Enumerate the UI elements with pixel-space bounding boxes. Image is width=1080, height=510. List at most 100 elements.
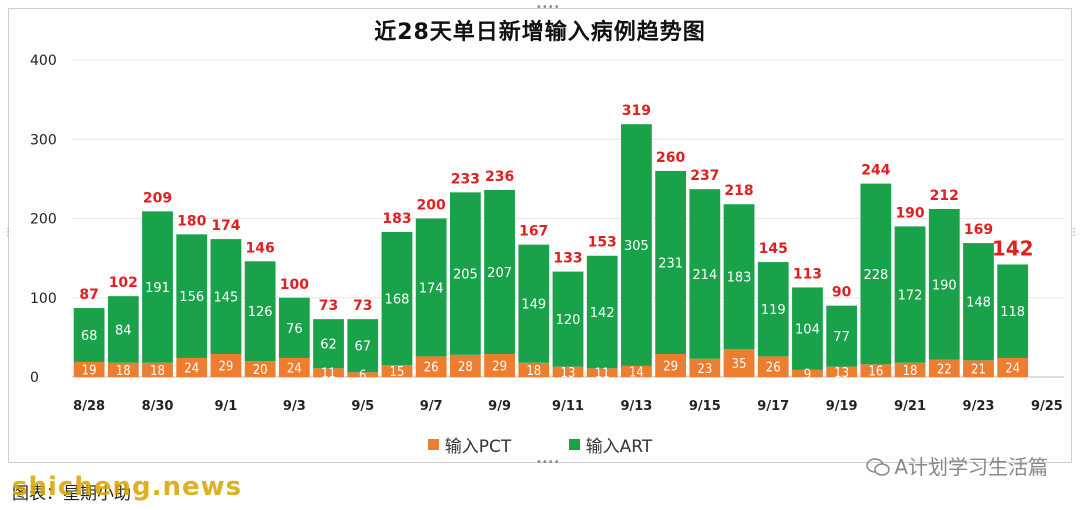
data-label-art: 148 [966,296,991,311]
chart-caption: 图表：星期小助 [12,484,131,504]
bar-art [963,243,994,361]
bar-pct [142,362,173,377]
data-label-pct: 21 [971,363,986,378]
bar-pct [552,366,584,377]
data-label-total: 142 [992,236,1034,260]
data-label-total: 209 [143,190,172,206]
data-labels: 1968871884102181912092415618029145174201… [79,103,1033,383]
x-tick-label: 9/21 [894,399,926,414]
bar-pct [723,349,755,377]
data-label-total: 90 [832,285,852,301]
bar-art [313,319,344,369]
x-tick-label: 9/11 [552,399,584,414]
bar-pct [415,356,447,377]
x-tick-label: 9/17 [757,399,789,414]
bar-art [826,305,858,367]
data-label-pct: 35 [732,357,747,372]
data-label-total: 180 [177,213,206,229]
data-label-art: 191 [145,281,170,296]
data-label-pct: 28 [458,360,473,375]
resize-handle-top[interactable]: •••• [536,2,560,13]
bar-pct [586,368,618,377]
bar-pct [860,364,892,377]
bar-art [997,264,1029,358]
bar-pct [381,365,413,377]
bar-art [210,239,242,355]
x-tick-label: 9/5 [351,399,374,414]
resize-handle-bottom[interactable]: •••• [536,457,560,468]
data-label-art: 67 [354,340,371,355]
data-label-total: 113 [793,266,822,282]
bar-pct [210,354,242,377]
bar-pct [176,357,208,377]
data-label-total: 190 [895,205,924,221]
x-tick-label: 8/28 [73,399,105,414]
data-label-pct: 6 [359,369,366,384]
bar-art [518,244,550,363]
bar-pct [655,354,687,377]
data-label-pct: 24 [1005,361,1020,376]
bar-art [894,226,926,363]
data-label-pct: 18 [150,364,165,379]
data-label-total: 73 [319,298,338,314]
bar-art [689,189,721,359]
x-tick-label: 9/3 [283,399,306,414]
bar-art [107,296,139,363]
data-label-pct: 29 [492,360,507,375]
brand-label: A计划学习生活篇 [866,451,1048,480]
data-label-pct: 29 [218,360,233,375]
data-label-pct: 26 [424,361,439,376]
data-label-art: 120 [556,313,581,328]
bar-art [552,271,584,367]
data-label-pct: 15 [390,365,405,380]
x-tick-label: 9/1 [215,399,238,414]
bar-art [73,308,105,362]
data-label-art: 156 [179,290,204,305]
data-label-total: 133 [553,251,582,267]
x-tick-label: 9/13 [620,399,652,414]
data-label-total: 236 [485,169,514,185]
data-label-pct: 22 [937,362,952,377]
bar-pct [826,366,858,377]
bar-art [484,189,515,355]
axis-labels: 0 100 200 300 400 8/28 8/30 9/1 9/3 9/5 9/7 9/9 9/11… [30,53,1063,414]
data-label-pct: 18 [526,364,541,379]
data-label-total: 145 [759,241,788,257]
data-label-total: 233 [451,171,480,187]
data-label-art: 142 [590,306,615,321]
data-label-art: 172 [898,289,923,304]
data-label-total: 174 [211,218,240,234]
x-tick-label: 9/25 [1031,399,1063,414]
x-tick-label: 9/15 [689,399,721,414]
bar-pct [689,358,721,377]
x-tick-label: 9/19 [826,399,858,414]
data-label-art: 190 [932,278,957,293]
brand-text: A计划学习生活篇 [894,455,1048,479]
data-label-total: 167 [519,224,548,240]
legend-item-pct: 输入PCT [427,432,511,457]
data-label-pct: 13 [834,366,849,381]
data-label-total: 153 [588,235,617,251]
bar-pct [484,354,515,377]
data-label-pct: 18 [116,364,131,379]
data-label-art: 62 [320,338,337,353]
data-label-art: 228 [863,268,888,283]
data-label-total: 146 [246,240,275,256]
data-label-pct: 19 [82,363,97,378]
data-label-total: 212 [930,188,959,204]
data-label-art: 174 [419,281,444,296]
resize-handle-right[interactable]: ⋮ [1069,227,1079,238]
bar-art [381,231,413,366]
bar-art [586,255,618,369]
bar-pct [757,356,789,377]
bar-pct [928,359,960,377]
data-label-pct: 20 [253,363,268,378]
data-label-total: 102 [109,275,138,291]
y-tick-label: 200 [30,212,57,228]
data-label-total: 183 [382,211,411,227]
resize-handle-left[interactable]: ⋮ [3,227,13,238]
data-label-pct: 11 [595,367,610,382]
bar-art [449,192,481,355]
x-tick-label: 9/23 [963,399,995,414]
